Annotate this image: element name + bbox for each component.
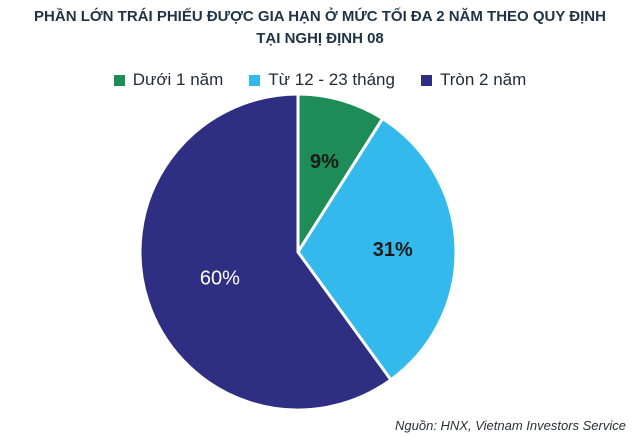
source-note: Nguồn: HNX, Vietnam Investors Service bbox=[395, 418, 626, 433]
data-label-12-23-months: 31% bbox=[373, 239, 413, 261]
legend-item-12-23-months: Từ 12 - 23 tháng bbox=[249, 70, 395, 90]
pie-slice-12-23-months bbox=[296, 116, 458, 382]
chart-title: PHẦN LỚN TRÁI PHIẾU ĐƯỢC GIA HẠN Ở MỨC T… bbox=[0, 6, 640, 50]
legend-item-2-years: Tròn 2 năm bbox=[420, 70, 527, 90]
pie-slice-2-years bbox=[138, 92, 393, 412]
legend-swatch-under-1-year bbox=[113, 74, 125, 86]
legend-item-under-1-year: Dưới 1 năm bbox=[113, 70, 224, 90]
pie-slice-under-1-year bbox=[296, 92, 385, 258]
chart-title-line-1: PHẦN LỚN TRÁI PHIẾU ĐƯỢC GIA HẠN Ở MỨC T… bbox=[34, 8, 606, 25]
chart-legend: Dưới 1 năm Từ 12 - 23 tháng Tròn 2 năm bbox=[0, 70, 640, 90]
chart-title-line-2: TẠI NGHỊ ĐỊNH 08 bbox=[256, 30, 384, 47]
legend-swatch-2-years bbox=[420, 74, 432, 86]
legend-swatch-12-23-months bbox=[249, 74, 261, 86]
data-label-2-years: 60% bbox=[200, 267, 240, 289]
data-label-under-1-year: 9% bbox=[310, 151, 339, 173]
legend-label-2-years: Tròn 2 năm bbox=[439, 70, 527, 89]
legend-label-12-23-months: Từ 12 - 23 tháng bbox=[268, 70, 395, 89]
legend-label-under-1-year: Dưới 1 năm bbox=[132, 70, 224, 89]
